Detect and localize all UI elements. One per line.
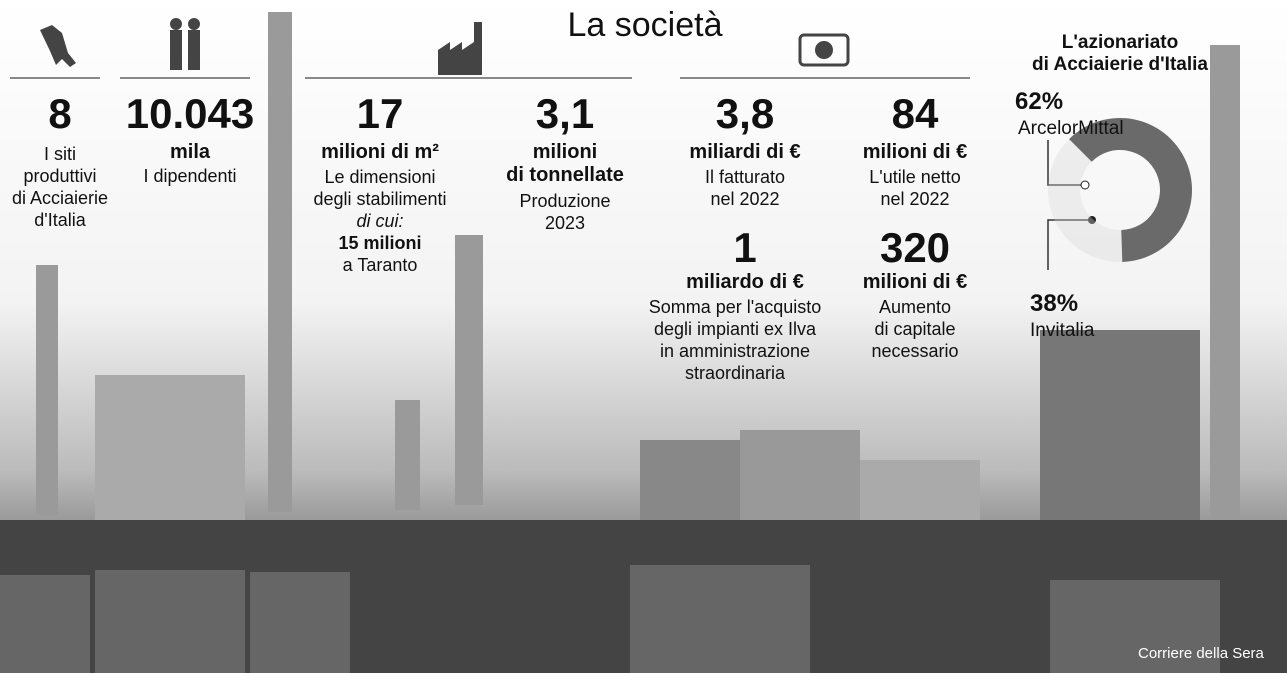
stat-number: 17 xyxy=(357,92,404,136)
line: di capitale xyxy=(871,318,958,340)
value-label: 62% xyxy=(1015,88,1063,116)
stat-unit: milioni di € xyxy=(863,141,967,164)
line: di Acciaierie xyxy=(12,187,108,209)
stat-unit: miliardi di € xyxy=(689,141,800,164)
line: degli stabilimenti xyxy=(313,188,446,210)
stat-number: 8 xyxy=(48,92,71,136)
line: nel 2022 xyxy=(705,188,785,210)
credit: Corriere della Sera xyxy=(1138,645,1264,662)
line: Aumento xyxy=(871,296,958,318)
line: L'utile netto xyxy=(869,166,961,188)
stat-number: 3,1 xyxy=(536,92,594,136)
line: d'Italia xyxy=(12,209,108,231)
line: Le dimensioni xyxy=(313,166,446,188)
line: di Acciaierie d'Italia xyxy=(1032,54,1208,76)
line: I siti xyxy=(12,143,108,165)
line: Somma per l'acquisto xyxy=(649,296,822,318)
stat-unit: di tonnellate xyxy=(506,164,624,187)
line: degli impianti ex Ilva xyxy=(649,318,822,340)
line: Il fatturato xyxy=(705,166,785,188)
legend-label: Invitalia xyxy=(1030,320,1094,342)
stat-unit: milioni di m² xyxy=(321,141,439,164)
stat-unit: miliardo di € xyxy=(686,271,804,294)
stat-unit: mila xyxy=(170,141,210,164)
line: Produzione xyxy=(519,190,610,212)
line: necessario xyxy=(871,340,958,362)
title: La società xyxy=(568,6,723,44)
stat-text: I dipendenti xyxy=(143,165,236,187)
line: produttivi xyxy=(12,165,108,187)
stat-number: 10.043 xyxy=(126,92,254,136)
infographic: La società 8 I sitiproduttividi Acciaier… xyxy=(0,0,1287,673)
line: L'azionariato xyxy=(1032,32,1208,54)
stat-number: 1 xyxy=(733,226,756,270)
stat-number: 320 xyxy=(880,226,950,270)
line: 2023 xyxy=(519,212,610,234)
stat-number: 84 xyxy=(892,92,939,136)
line: nel 2022 xyxy=(869,188,961,210)
detail-text: a Taranto xyxy=(313,254,446,276)
legend-label: ArcelorMittal xyxy=(1018,118,1124,140)
detail-label: di cui: xyxy=(313,210,446,232)
stat-unit: milioni xyxy=(533,141,597,164)
stat-unit: milioni di € xyxy=(863,271,967,294)
stat-number: 3,8 xyxy=(716,92,774,136)
line: straordinaria xyxy=(649,362,822,384)
value-label: 38% xyxy=(1030,290,1078,318)
line: in amministrazione xyxy=(649,340,822,362)
detail-number: 15 milioni xyxy=(313,232,446,254)
